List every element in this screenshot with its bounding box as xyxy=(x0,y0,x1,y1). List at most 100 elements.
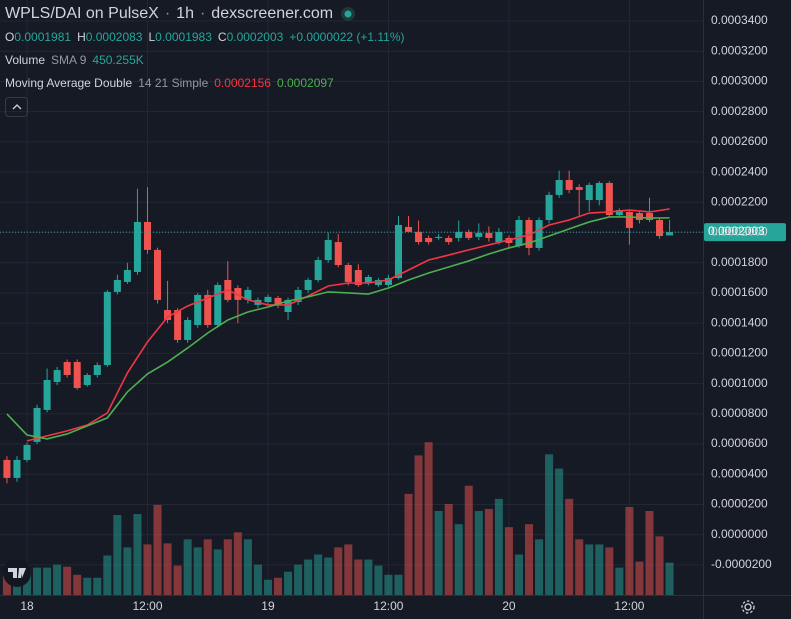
candle-body xyxy=(435,236,443,238)
tv-logo-glyph xyxy=(8,568,26,578)
y-tick-label: 0.0002800 xyxy=(711,104,768,118)
y-tick-label: 0.0003200 xyxy=(711,43,768,57)
ma-value: 0.0002097 xyxy=(276,75,334,90)
volume-bar xyxy=(595,544,604,595)
ma-params: 14 21 Simple xyxy=(138,75,209,90)
candle-body xyxy=(294,289,302,303)
moving-average-line xyxy=(6,216,670,440)
y-tick-label: 0.0001400 xyxy=(711,315,768,329)
volume-bar xyxy=(153,504,162,595)
y-tick-label: 0.0000200 xyxy=(711,497,768,511)
volume-bar xyxy=(103,555,112,595)
volume-bar xyxy=(635,561,644,595)
candle-body xyxy=(304,279,312,290)
separator: · xyxy=(199,5,206,22)
ma-row: Moving Average Double 14 21 Simple 0.000… xyxy=(5,71,405,94)
volume-bar xyxy=(123,547,132,595)
ohlc-item: C0.0002003 xyxy=(218,30,283,44)
candle-body xyxy=(264,296,272,303)
candle-body xyxy=(184,320,192,340)
candle-body xyxy=(615,210,623,216)
volume-bar xyxy=(414,455,423,595)
volume-bar xyxy=(63,566,72,595)
volume-bar xyxy=(334,547,343,595)
y-tick-label: 0.0000000 xyxy=(711,527,768,541)
volume-bar xyxy=(625,506,634,595)
candle-body xyxy=(565,179,573,190)
y-tick-label: 0.0002400 xyxy=(711,164,768,178)
symbol-title: WPLS/DAI on PulseX xyxy=(5,5,159,22)
ma-value: 0.0002156 xyxy=(214,75,271,90)
volume-bar xyxy=(324,557,333,595)
candle-body xyxy=(535,219,543,248)
volume-row: Volume SMA 9 450.255K xyxy=(5,48,405,71)
candle-body xyxy=(354,270,362,285)
volume-bar xyxy=(314,554,323,595)
volume-bar xyxy=(384,574,393,595)
candle-body xyxy=(83,375,91,385)
volume-bar xyxy=(605,547,614,595)
candle-body xyxy=(93,365,101,376)
volume-bar xyxy=(213,549,222,595)
y-tick-label: -0.0000200 xyxy=(711,557,772,571)
separator: · xyxy=(164,5,171,22)
y-tick-label: 0.0002600 xyxy=(711,134,768,148)
ohlc-value: 0.0002083 xyxy=(85,29,143,44)
y-tick-label: 0.0003000 xyxy=(711,74,768,88)
candle-body xyxy=(174,310,182,340)
volume-bar xyxy=(494,498,503,595)
volume-bar xyxy=(535,539,544,595)
volume-bar xyxy=(33,567,42,595)
last-price-label: 0.0002003 xyxy=(708,224,765,238)
candle-body xyxy=(415,231,423,243)
candle-body xyxy=(284,299,292,313)
candle-body xyxy=(143,221,152,250)
collapse-button[interactable] xyxy=(5,97,28,117)
candle-body xyxy=(425,237,433,243)
ohlc-key: L xyxy=(148,29,156,44)
volume-bar xyxy=(93,577,102,595)
settings-icon[interactable] xyxy=(741,600,755,614)
candle-body xyxy=(605,182,613,216)
volume-bar xyxy=(294,564,303,595)
candle-body xyxy=(455,231,463,238)
candle-body xyxy=(53,370,61,382)
candle-body xyxy=(154,249,162,300)
volume-bar xyxy=(504,527,513,595)
ohlc-value: 0.0001983 xyxy=(155,29,212,44)
candle-body xyxy=(405,226,413,232)
x-tick-label: 12:00 xyxy=(614,599,644,613)
volume-bar xyxy=(203,539,212,595)
volume-bar xyxy=(484,508,493,595)
candle-body xyxy=(545,194,553,220)
volume-bar xyxy=(424,442,433,595)
volume-bar xyxy=(364,559,373,595)
candle-body xyxy=(525,219,533,248)
y-tick-label: 0.0000800 xyxy=(711,406,768,420)
candle-body xyxy=(595,182,603,201)
change: +0.0000022 (+1.11%) xyxy=(289,29,405,44)
y-tick-label: 0.0001000 xyxy=(711,376,768,390)
candle-body xyxy=(515,219,523,246)
candle-body xyxy=(364,276,372,283)
y-tick-label: 0.0001800 xyxy=(711,255,768,269)
volume-bar xyxy=(163,543,172,595)
volume-bar xyxy=(304,559,313,595)
ohlc-value: 0.0002003 xyxy=(226,29,284,44)
x-tick-label: 19 xyxy=(261,599,275,613)
volume-bar xyxy=(454,524,463,595)
volume-bar xyxy=(444,503,453,595)
y-tick-label: 0.0003400 xyxy=(711,13,768,27)
tv-logo[interactable] xyxy=(3,559,31,587)
candle-body xyxy=(445,237,453,243)
candle-body xyxy=(394,224,403,279)
volume-bar xyxy=(83,577,92,595)
volume-bar xyxy=(585,544,594,595)
moving-average-line xyxy=(26,208,670,442)
last-price-box xyxy=(704,223,786,242)
candle-body xyxy=(133,221,141,272)
volume-bar xyxy=(394,574,403,595)
candle-body xyxy=(475,232,483,237)
volume-bar xyxy=(253,564,262,595)
